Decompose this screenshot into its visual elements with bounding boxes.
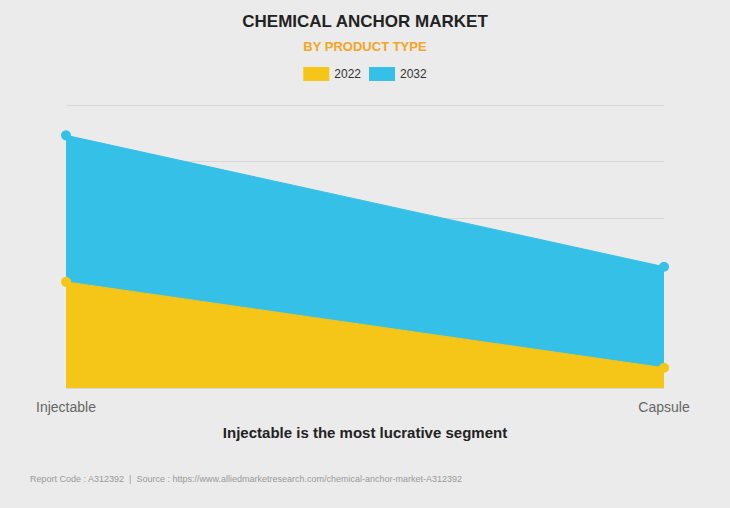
svg-text:2032: 2032	[400, 67, 427, 81]
svg-text:Capsule: Capsule	[638, 399, 690, 415]
svg-text:Injectable is the most lucrati: Injectable is the most lucrative segment	[223, 424, 507, 441]
svg-text:Injectable: Injectable	[36, 399, 96, 415]
svg-text:Report Code : A312392 | Sour: Report Code : A312392 | Source : https:/…	[30, 474, 462, 484]
svg-text:BY PRODUCT TYPE: BY PRODUCT TYPE	[303, 39, 427, 54]
svg-text:2022: 2022	[334, 67, 361, 81]
svg-text:CHEMICAL ANCHOR MARKET: CHEMICAL ANCHOR MARKET	[242, 12, 488, 31]
